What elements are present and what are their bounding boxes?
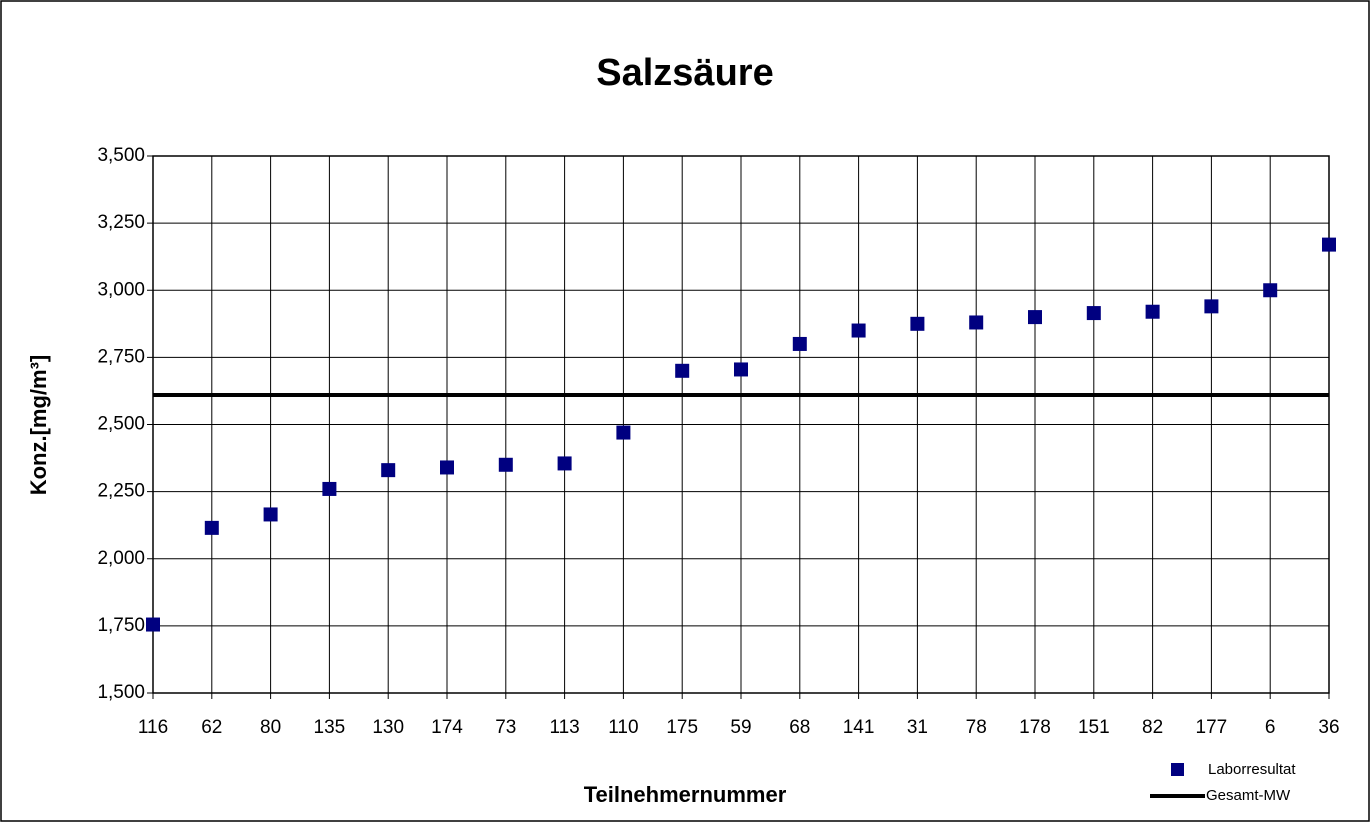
x-tick-label: 116 <box>138 717 168 738</box>
point <box>1028 310 1042 325</box>
point <box>851 323 866 338</box>
point <box>440 460 454 475</box>
x-tick-label: 174 <box>431 717 463 738</box>
point <box>322 481 337 496</box>
x-tick-label: 59 <box>730 717 751 738</box>
x-tick-label: 141 <box>843 717 875 738</box>
y-tick-label: 3,500 <box>97 145 145 166</box>
point <box>969 315 984 330</box>
y-tick-label: 2,500 <box>97 414 145 435</box>
point <box>734 362 748 377</box>
x-tick-label: 36 <box>1318 717 1339 738</box>
x-tick-label: 130 <box>372 717 404 738</box>
x-tick-label: 177 <box>1196 717 1228 738</box>
y-axis-label: Konz.[mg/m³] <box>26 355 51 496</box>
x-tick-label: 151 <box>1078 717 1110 738</box>
legend-marker <box>1171 763 1184 776</box>
x-tick-label: 6 <box>1265 717 1276 738</box>
point <box>1145 304 1160 319</box>
x-tick-label: 135 <box>314 717 346 738</box>
point <box>1322 237 1336 252</box>
point <box>146 617 160 632</box>
point <box>1204 299 1219 314</box>
point <box>675 363 690 378</box>
y-tick-label: 2,750 <box>97 346 145 367</box>
x-axis-label: Teilnehmernummer <box>584 782 787 807</box>
y-tick-label: 2,000 <box>97 548 145 569</box>
point <box>616 425 631 440</box>
x-tick-label: 73 <box>495 717 516 738</box>
x-tick-label: 82 <box>1142 717 1163 738</box>
point <box>263 507 278 522</box>
y-tick-label: 3,250 <box>97 212 145 233</box>
point <box>557 456 572 471</box>
x-tick-label: 113 <box>549 717 579 738</box>
x-tick-label: 68 <box>789 717 810 738</box>
legend-label: Gesamt-MW <box>1206 787 1291 804</box>
point <box>910 316 925 331</box>
x-tick-label: 62 <box>201 717 222 738</box>
point <box>381 463 396 478</box>
y-tick-label: 3,000 <box>97 279 145 300</box>
chart-title: Salzsäure <box>596 52 773 94</box>
point <box>204 520 219 535</box>
x-tick-label: 31 <box>907 717 928 738</box>
x-tick-label: 175 <box>666 717 698 738</box>
x-tick-label: 78 <box>966 717 987 738</box>
point <box>1263 283 1278 298</box>
x-tick-label: 110 <box>608 717 638 738</box>
point <box>792 336 807 351</box>
y-tick-label: 2,250 <box>97 481 145 502</box>
point <box>498 457 513 472</box>
x-tick-label: 80 <box>260 717 281 738</box>
y-tick-label: 1,500 <box>97 682 145 703</box>
y-tick-label: 1,750 <box>97 615 145 636</box>
legend-label: Laborresultat <box>1208 761 1296 778</box>
point <box>1086 306 1101 321</box>
x-tick-label: 178 <box>1019 717 1051 738</box>
